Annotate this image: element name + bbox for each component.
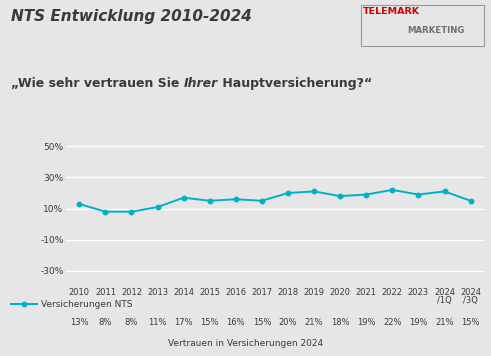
Text: 17%: 17% [174, 318, 193, 327]
Text: Hauptversicherung?“: Hauptversicherung?“ [218, 77, 372, 90]
Text: 18%: 18% [331, 318, 350, 327]
Text: 8%: 8% [125, 318, 138, 327]
Text: 22%: 22% [383, 318, 402, 327]
Text: 11%: 11% [148, 318, 167, 327]
Text: Vertrauen in Versicherungen 2024: Vertrauen in Versicherungen 2024 [168, 339, 323, 348]
Text: 15%: 15% [253, 318, 271, 327]
Text: 16%: 16% [226, 318, 245, 327]
Text: TELEMARK: TELEMARK [363, 7, 420, 16]
Text: Ihrer: Ihrer [184, 77, 218, 90]
Text: 15%: 15% [462, 318, 480, 327]
Text: 19%: 19% [357, 318, 376, 327]
Text: 19%: 19% [409, 318, 428, 327]
Text: 20%: 20% [279, 318, 297, 327]
Text: NTS Entwicklung 2010-2024: NTS Entwicklung 2010-2024 [11, 9, 252, 24]
Text: 15%: 15% [200, 318, 219, 327]
Text: 8%: 8% [99, 318, 112, 327]
Text: Versicherungen NTS: Versicherungen NTS [41, 300, 132, 309]
Text: 21%: 21% [305, 318, 324, 327]
Text: 21%: 21% [435, 318, 454, 327]
Text: MARKETING: MARKETING [408, 26, 465, 35]
Text: „Wie sehr vertrauen Sie: „Wie sehr vertrauen Sie [11, 77, 184, 90]
Text: 13%: 13% [70, 318, 89, 327]
FancyBboxPatch shape [361, 5, 484, 46]
